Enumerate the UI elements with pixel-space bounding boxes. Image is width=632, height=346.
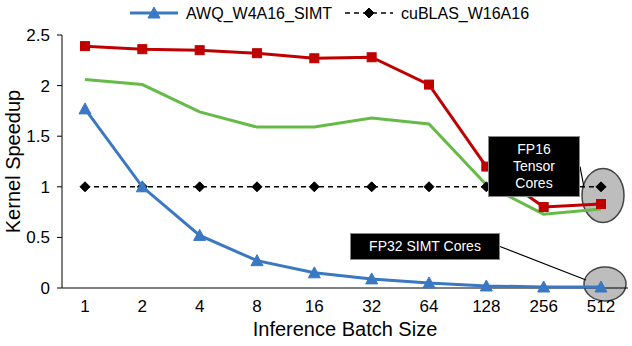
y-axis-label: Kernel Speedup [2, 90, 24, 233]
data-point [370, 116, 373, 119]
data-point [366, 273, 378, 284]
chart: 0 0.5 1 1.5 2 2.5 1 2 4 8 16 32 64 128 256 512 Inference… [0, 0, 632, 346]
data-point [136, 181, 148, 192]
highlight-ellipse [584, 267, 626, 301]
series-line [85, 109, 601, 287]
data-point [79, 103, 91, 114]
data-point [425, 80, 434, 89]
data-point [538, 281, 550, 292]
series-line [85, 46, 601, 207]
x-tick-label: 16 [305, 297, 324, 316]
data-point [308, 267, 320, 278]
data-point [596, 182, 606, 192]
x-tick-label: 4 [195, 297, 204, 316]
data-point [480, 280, 492, 291]
data-point [251, 255, 263, 266]
data-point [597, 200, 606, 209]
data-point [194, 229, 206, 240]
y-tick [57, 35, 62, 36]
y-axis [62, 35, 63, 288]
data-point [313, 126, 316, 129]
y-tick [57, 136, 62, 137]
data-point [253, 49, 262, 58]
data-point [81, 42, 90, 51]
data-point [424, 182, 434, 192]
y-tick-label: 1.5 [26, 127, 50, 146]
x-tick-label: 8 [252, 297, 261, 316]
y-tick-label: 2 [41, 77, 50, 96]
y-tick-label: 2.5 [26, 26, 50, 45]
y-tick-label: 0.5 [26, 228, 50, 247]
annotation: FP16 Tensor Cores [488, 136, 580, 197]
data-point [195, 182, 205, 192]
legend-marker [364, 8, 374, 18]
legend-marker [148, 7, 160, 18]
annotation-connector [500, 247, 586, 280]
data-point [80, 182, 90, 192]
x-tick-label: 32 [362, 297, 381, 316]
data-point [198, 110, 201, 113]
legend-label: cuBLAS_W16A16 [401, 5, 529, 23]
data-point [310, 54, 319, 63]
plot-area [79, 42, 607, 292]
data-point [138, 45, 147, 54]
y-tick [57, 288, 62, 289]
data-point [367, 53, 376, 62]
data-point [428, 123, 431, 126]
data-point [195, 46, 204, 55]
x-tick-label: 128 [472, 297, 500, 316]
data-point [367, 182, 377, 192]
legend-label: AWQ_W4A16_SIMT [186, 5, 332, 23]
data-point [256, 126, 259, 129]
annotation-connector [580, 167, 584, 188]
data-point [252, 182, 262, 192]
data-point [84, 78, 87, 81]
series-line [85, 80, 601, 215]
y-tick-label: 0 [41, 279, 50, 298]
data-point [539, 203, 548, 212]
x-tick-label: 1 [80, 297, 89, 316]
y-tick [57, 237, 62, 238]
data-point [309, 182, 319, 192]
x-tick-label: 2 [138, 297, 147, 316]
data-point [595, 281, 607, 292]
y-tick [57, 186, 62, 187]
y-tick [57, 85, 62, 86]
y-tick-label: 1 [41, 178, 50, 197]
highlight-ellipse [582, 168, 624, 222]
data-point [423, 277, 435, 288]
data-point [542, 213, 545, 216]
x-axis-label: Inference Batch Size [253, 318, 438, 340]
x-tick-label: 512 [587, 297, 615, 316]
data-point [141, 83, 144, 86]
x-tick-label: 64 [420, 297, 439, 316]
x-tick-label: 256 [529, 297, 557, 316]
annotation: FP32 SIMT Cores [350, 233, 500, 260]
